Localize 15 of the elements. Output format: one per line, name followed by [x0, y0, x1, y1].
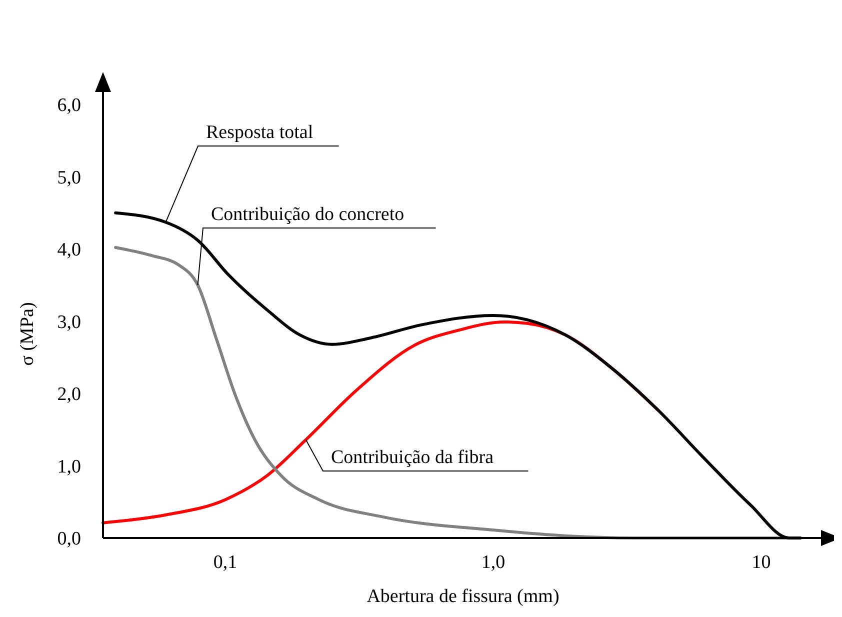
y-tick-label: 3,0	[57, 312, 81, 333]
y-tick-label: 1,0	[57, 456, 81, 478]
y-tick-label: 0,0	[57, 528, 81, 550]
x-tick-label: 10	[752, 552, 771, 573]
y-tick-label: 6,0	[57, 95, 81, 116]
y-tick-label: 5,0	[57, 167, 81, 188]
series-label: Contribuição da fibra	[331, 447, 494, 468]
x-tick-label: 0,1	[213, 552, 238, 573]
y-tick-label: 4,0	[57, 240, 81, 261]
text: Resposta total	[206, 122, 314, 143]
y-axis-title: σ (MPa)	[17, 302, 38, 366]
x-tick-label: 1,0	[481, 552, 506, 573]
text: Contribuição do concreto	[211, 204, 404, 225]
x-axis-title: Abertura de fissura (mm)	[366, 586, 560, 607]
y-tick-label: 2,0	[57, 384, 81, 406]
